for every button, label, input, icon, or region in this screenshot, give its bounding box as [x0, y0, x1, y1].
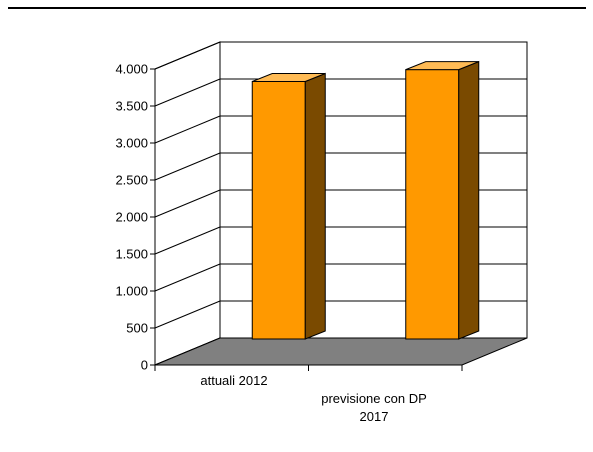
x-category-label: attuali 2012 [200, 373, 267, 388]
gridline-left [154, 78, 221, 107]
bar-front [251, 80, 306, 340]
chart-labels: attuali 2012 previsione con DP 2017 [200, 373, 426, 424]
x-category-label: 2017 [360, 409, 389, 424]
gridline-left [154, 115, 221, 144]
bar-side [458, 60, 480, 340]
y-tick-label: 2.500 [115, 173, 148, 188]
gridline-left [154, 263, 221, 292]
bar-front [405, 69, 460, 340]
y-tick-label: 4.000 [115, 62, 148, 77]
chart-bars [251, 60, 480, 340]
y-tick-label: 1.500 [115, 247, 148, 262]
chart-axes: 0 500 1.000 1.500 2.000 2.500 3.000 3.500 4.000 [115, 62, 463, 373]
x-category-label: previsione con DP [321, 391, 427, 406]
gridline-left [154, 189, 221, 218]
bar [405, 60, 480, 340]
gridline-left [154, 152, 221, 181]
bar-top [405, 61, 479, 71]
chart-floor-plane [154, 337, 528, 366]
y-tick-label: 500 [126, 321, 148, 336]
gridline-left [154, 226, 221, 255]
y-tick-label: 3.500 [115, 99, 148, 114]
y-tick-label: 1.000 [115, 284, 148, 299]
y-tick-label: 0 [141, 358, 148, 373]
gridline-left [154, 300, 221, 329]
bar [251, 72, 326, 340]
y-tick-label: 2.000 [115, 210, 148, 225]
top-rule [8, 7, 586, 9]
y-tick-label: 3.000 [115, 136, 148, 151]
gridline-left [154, 41, 221, 70]
bar-side [304, 72, 326, 340]
bar-top [252, 72, 326, 82]
chart-floor [154, 337, 528, 366]
